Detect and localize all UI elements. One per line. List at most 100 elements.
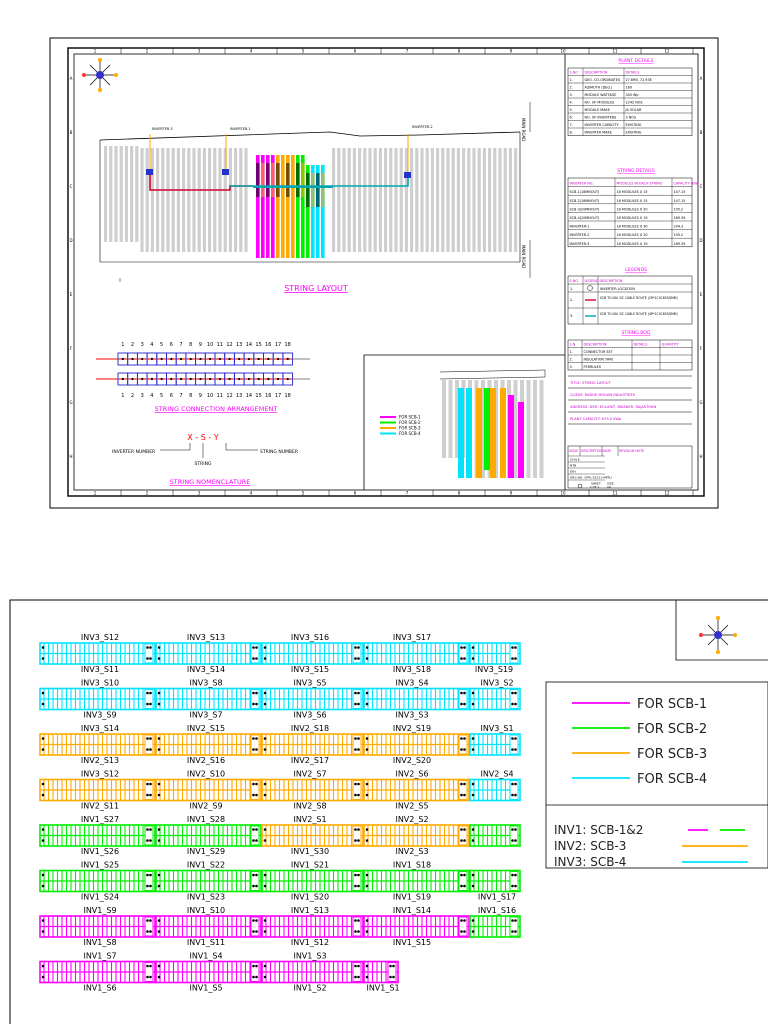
terminal-dot xyxy=(471,873,475,877)
grid-letter: B xyxy=(70,130,73,135)
table-cell: 1. xyxy=(570,78,573,82)
terminal-dot xyxy=(149,646,152,649)
string-label-top: INV1_S9 xyxy=(83,906,116,915)
panel-row xyxy=(140,148,144,252)
inverter-number-label: INVERTER NUMBER xyxy=(112,449,155,455)
svg-text:CLIENT: RADHE MOHAN INDUSTRIES: CLIENT: RADHE MOHAN INDUSTRIES xyxy=(570,393,636,397)
table-header: S.N. xyxy=(570,343,577,347)
terminal-dot xyxy=(354,930,357,933)
terminal-dot xyxy=(252,737,255,740)
panel-row xyxy=(150,148,154,252)
panel-row xyxy=(182,148,186,252)
title-block: PLANT DETAILS S.NO DESCRIPTION DETAILS 1. GEO… xyxy=(564,54,700,490)
terminal-dot xyxy=(255,873,258,877)
terminal-dot xyxy=(255,964,258,968)
terminal-dot xyxy=(463,782,466,786)
string-label-top: INV2_S2 xyxy=(395,815,428,824)
terminal-dot xyxy=(149,793,152,797)
string-number: 1 xyxy=(121,393,124,399)
table-header: S.NO. xyxy=(570,279,579,283)
terminal-dot xyxy=(149,748,152,751)
terminal-dot xyxy=(157,691,161,695)
string-label-top: INV1_S22 xyxy=(187,861,225,870)
terminal-dot xyxy=(471,793,475,797)
table-cell: 18 MODULES X 19 xyxy=(617,242,648,246)
table-cell: 4. xyxy=(570,101,573,105)
terminal-dot xyxy=(263,873,267,877)
string-label-top: INV1_S13 xyxy=(291,906,329,915)
panel-row xyxy=(436,148,440,252)
terminal-dot xyxy=(460,828,463,831)
string-number: 18 xyxy=(285,393,291,399)
terminal-dot xyxy=(146,884,149,888)
inverter-scb-map: INV1: SCB-1&2 INV2: SCB-3 INV3: SCB-4 xyxy=(554,823,748,869)
panel-row xyxy=(130,146,134,242)
table-cell: 5. xyxy=(570,108,573,112)
svg-text:SHEET: SHEET xyxy=(591,482,601,486)
string-number-row: 1122334455667788991010111112121313141415… xyxy=(121,342,291,399)
terminal-dot xyxy=(463,748,466,751)
terminal-dot xyxy=(146,657,149,660)
table-header: QUANTITY xyxy=(662,343,680,347)
terminal-dot xyxy=(149,975,152,979)
table-cell: EXISTING xyxy=(626,123,642,127)
panel-row xyxy=(410,148,414,252)
string-number: 17 xyxy=(275,342,281,348)
terminal-dot xyxy=(357,737,360,740)
panel-row xyxy=(337,148,341,252)
panel-row xyxy=(109,146,113,242)
table-cell: 189.39 xyxy=(674,216,686,220)
legends-table: S.NO. LEGEND DESCRIPTION 1. INVERTER LOCATIO… xyxy=(567,275,693,325)
legends-title: LEGENDS xyxy=(625,267,647,273)
terminal-dot xyxy=(511,737,514,740)
terminal-dot xyxy=(357,964,360,968)
terminal-dot xyxy=(252,839,255,842)
terminal-dot xyxy=(463,737,466,740)
terminal-dot xyxy=(146,793,149,797)
string-label-bottom: INV2_S16 xyxy=(187,756,225,765)
terminal-dot xyxy=(252,702,255,706)
terminal-dot xyxy=(354,737,357,740)
grid-letter: G xyxy=(69,400,72,405)
terminal-dot xyxy=(157,657,161,660)
terminal-dot xyxy=(514,828,517,831)
grid-letter: C xyxy=(70,184,73,189)
string-label-top: INV1_S18 xyxy=(393,861,431,870)
string-label-bottom: INV3_S18 xyxy=(393,665,431,674)
panel-row xyxy=(373,148,377,252)
panel-row xyxy=(394,148,398,252)
terminal-dot xyxy=(460,839,463,842)
terminal-dot xyxy=(146,964,149,968)
scb-string-bar-overlay xyxy=(256,163,260,197)
terminal-dot xyxy=(146,919,149,922)
inset-scb-bar xyxy=(508,395,514,478)
string-label-top: INV3_S17 xyxy=(393,633,431,642)
detail-string-row: INV3_S12 INV3_S13 INV3_S16 INV3_S17 INV3_S11… xyxy=(39,633,521,674)
panel-row xyxy=(145,148,149,252)
panel-row xyxy=(234,148,238,252)
string-details-title: STRING DETAILS xyxy=(617,168,655,174)
scb-string-bar-overlay xyxy=(301,163,305,197)
terminal-dot xyxy=(354,691,357,695)
svg-text:ADDRESS: DEH, KOLAYAT, BIKANER: ADDRESS: DEH, KOLAYAT, BIKANER, RAJASTHA… xyxy=(570,405,656,409)
string-number: 15 xyxy=(255,342,261,348)
table-header: S.NO xyxy=(570,71,579,75)
table-header: ISSUE xyxy=(569,449,578,453)
terminal-dot xyxy=(357,839,360,842)
terminal-dot xyxy=(357,657,360,660)
string-number: 18 xyxy=(285,342,291,348)
string-number: 10 xyxy=(207,393,213,399)
terminal-dot xyxy=(255,737,258,740)
panel-row xyxy=(368,148,372,252)
panel-row xyxy=(514,148,518,252)
string-label-top: INV3_S5 xyxy=(293,679,326,688)
scb-string-bar xyxy=(281,155,285,258)
terminal-dot xyxy=(471,782,475,786)
inset-scb-bar xyxy=(458,388,464,478)
scb-string-bar xyxy=(291,155,295,258)
table-cell: 6. xyxy=(570,116,573,120)
svg-text:DEV: DEV xyxy=(570,470,577,474)
detail-legend: FOR SCB-1 FOR SCB-2 FOR SCB-3 FOR SCB-4 xyxy=(572,697,707,787)
terminal-dot xyxy=(365,839,369,842)
terminal-dot xyxy=(354,646,357,649)
